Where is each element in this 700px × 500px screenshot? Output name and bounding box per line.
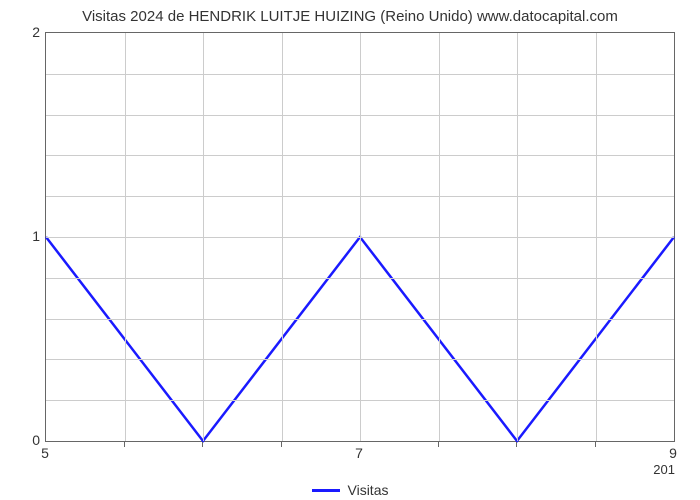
y-tick-label: 0 — [10, 432, 40, 448]
x-minor-tick — [516, 442, 517, 447]
x-minor-tick — [595, 442, 596, 447]
y-tick-label: 2 — [10, 24, 40, 40]
x-tick-label: 9 — [669, 445, 677, 461]
x-minor-tick — [438, 442, 439, 447]
legend-swatch — [312, 489, 340, 492]
grid-line-v — [203, 33, 204, 441]
chart-title: Visitas 2024 de HENDRIK LUITJE HUIZING (… — [0, 8, 700, 25]
grid-line-v — [282, 33, 283, 441]
x-sub-label: 201 — [653, 462, 675, 477]
x-minor-tick — [281, 442, 282, 447]
x-tick-label: 7 — [355, 445, 363, 461]
legend-label: Visitas — [348, 482, 389, 498]
y-tick-label: 1 — [10, 228, 40, 244]
grid-line-v — [125, 33, 126, 441]
grid-line-v — [360, 33, 361, 441]
legend: Visitas — [0, 482, 700, 498]
chart-container: Visitas 2024 de HENDRIK LUITJE HUIZING (… — [0, 0, 700, 500]
x-minor-tick — [202, 442, 203, 447]
x-tick-label: 5 — [41, 445, 49, 461]
x-minor-tick — [124, 442, 125, 447]
grid-line-v — [517, 33, 518, 441]
grid-line-v — [596, 33, 597, 441]
grid-line-v — [439, 33, 440, 441]
plot-area — [45, 32, 675, 442]
